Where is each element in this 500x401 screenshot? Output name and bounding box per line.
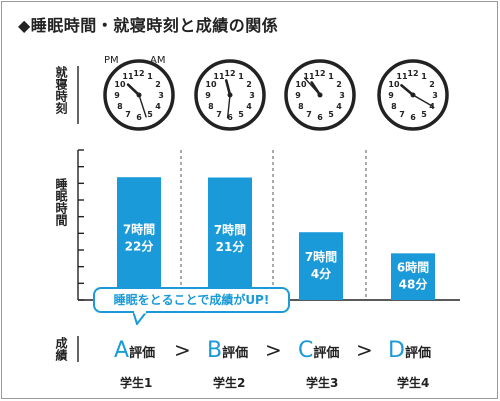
grade-suffix: 評価 (404, 346, 431, 361)
hour-hand (224, 79, 232, 97)
clock-center (227, 92, 233, 98)
grade-suffix: 評価 (313, 346, 340, 361)
clock-number: 12 (133, 69, 144, 78)
clock-number: 5 (328, 110, 334, 119)
grade-letter: A (114, 338, 130, 363)
callout-tail (133, 311, 149, 325)
clock-number: 1 (147, 72, 153, 81)
minute-hand (303, 77, 321, 96)
clock-number: 1 (328, 72, 334, 81)
grade-letter: D (388, 338, 405, 363)
clock-number: 4 (336, 102, 342, 111)
clock-number: 10 (114, 80, 126, 89)
clock-number: 11 (213, 72, 225, 81)
am-label: AM (150, 55, 165, 66)
clock-number: 6 (317, 113, 323, 122)
student-label-1: 学生1 (120, 376, 153, 390)
grade-d: D評価 (388, 338, 431, 363)
clock-number: 7 (216, 110, 222, 119)
chart-title: ◆睡眠時間・就寝時刻と成績の関係 (18, 16, 279, 35)
student-label-4: 学生4 (397, 376, 430, 390)
clock-number: 7 (125, 110, 131, 119)
grade-letter: B (207, 338, 223, 363)
clock-number: 2 (429, 80, 435, 89)
clock-number: 9 (388, 91, 394, 100)
clock-number: 10 (388, 80, 400, 89)
greater-than-symbol: > (174, 338, 191, 362)
grade-b: B評価 (207, 338, 248, 363)
clock-number: 3 (432, 91, 438, 100)
clock-number: 12 (224, 69, 235, 78)
callout-bubble: 睡眠をとることで成績がUP! (93, 287, 290, 313)
clock-number: 8 (208, 102, 214, 111)
grade-suffix: 評価 (222, 346, 249, 361)
clock-number: 10 (295, 80, 307, 89)
clock-number: 10 (205, 80, 217, 89)
clock-number: 2 (155, 80, 161, 89)
grade-axis-label: 成績 (54, 337, 68, 361)
clock-number: 12 (407, 69, 418, 78)
clock-number: 4 (246, 102, 252, 111)
clock-number: 3 (249, 91, 255, 100)
grade-letter: C (298, 338, 314, 363)
student-label-3: 学生3 (306, 376, 339, 390)
clock-number: 6 (136, 113, 142, 122)
minute-hand (138, 94, 147, 118)
clock-number: 6 (227, 113, 233, 122)
clock-number: 1 (238, 72, 244, 81)
bedtime-axis-label: 就寝時刻 (54, 66, 68, 114)
greater-than-symbol: > (356, 338, 373, 362)
grade-a: A評価 (114, 338, 155, 363)
clock-number: 4 (155, 102, 161, 111)
clock-number: 1 (421, 72, 427, 81)
clock-center (136, 92, 142, 98)
clock-number: 2 (336, 80, 342, 89)
student-label-2: 学生2 (213, 376, 246, 390)
minute-hand (412, 94, 434, 108)
clock-number: 7 (399, 110, 405, 119)
clock-number: 8 (117, 102, 123, 111)
clock-number: 8 (391, 102, 397, 111)
clock-number: 11 (122, 72, 134, 81)
clock-number: 9 (295, 91, 301, 100)
clock-center (410, 92, 416, 98)
clock-number: 9 (114, 91, 120, 100)
clock-number: 2 (246, 80, 252, 89)
minute-hand (226, 94, 231, 119)
clock-number: 3 (339, 91, 345, 100)
sleep-axis-label: 睡眠時間 (54, 178, 68, 226)
clock-number: 11 (396, 72, 408, 81)
clock-number: 6 (410, 113, 416, 122)
greater-than-symbol: > (265, 338, 282, 362)
clock-number: 5 (238, 110, 244, 119)
clock-number: 8 (298, 102, 304, 111)
clock-number: 7 (306, 110, 312, 119)
clock-number: 5 (421, 110, 427, 119)
clock-number: 5 (147, 110, 153, 119)
pm-label: PM (104, 55, 119, 66)
clock-number: 11 (303, 72, 315, 81)
clock-center (317, 92, 323, 98)
clock-number: 3 (158, 91, 164, 100)
clock-number: 9 (205, 91, 211, 100)
grade-suffix: 評価 (129, 346, 156, 361)
clock-number: 12 (314, 69, 325, 78)
grade-c: C評価 (298, 338, 339, 363)
